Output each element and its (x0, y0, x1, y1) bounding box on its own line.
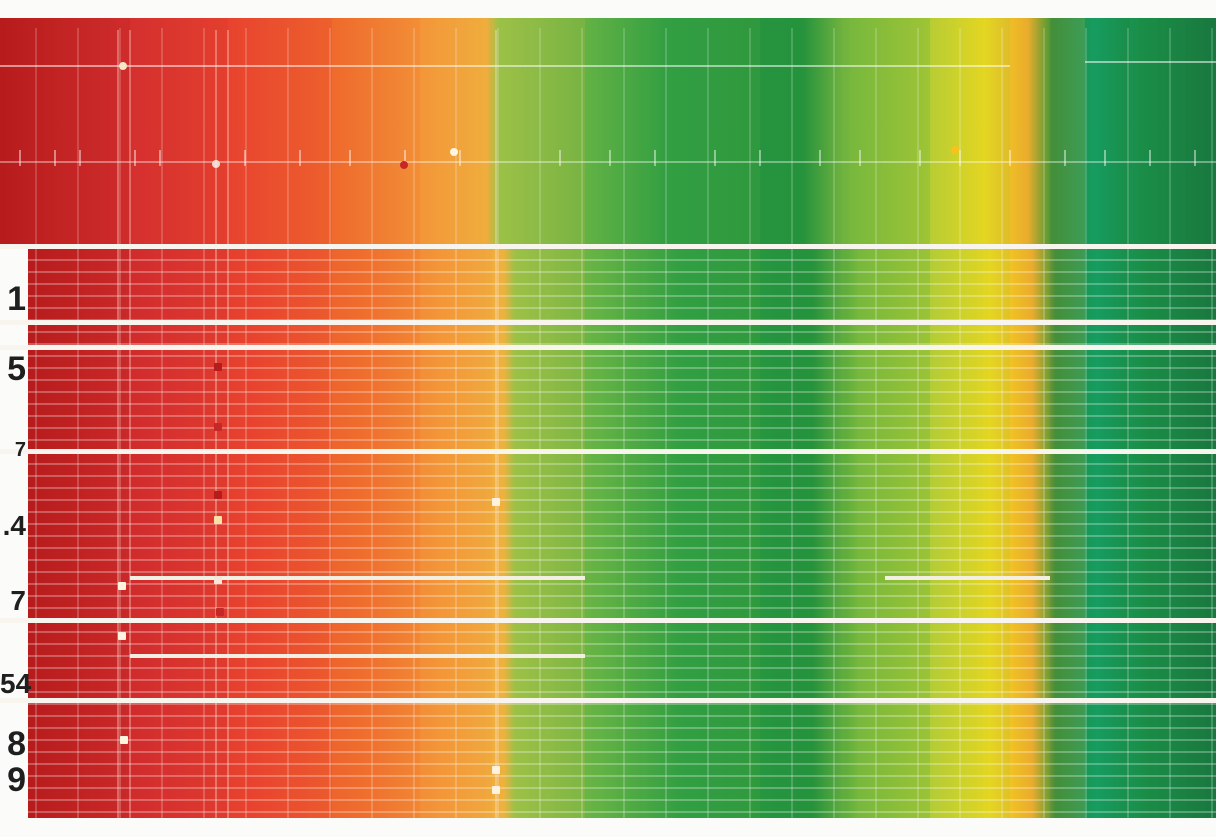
heat-cell-column (930, 248, 1010, 818)
row-separator-partial (130, 576, 585, 580)
heat-cell-column (585, 248, 760, 818)
data-marker (214, 363, 222, 371)
top-margin (0, 0, 1216, 18)
heat-cell-column-top (492, 18, 585, 244)
heat-cell-column-top (585, 18, 760, 244)
row-separator (0, 345, 1216, 350)
heat-cell-column-top (930, 18, 1010, 244)
data-marker (492, 766, 500, 774)
marker-dot (400, 161, 408, 169)
row-separator (0, 698, 1216, 703)
header-band (0, 18, 1216, 244)
row-separator (0, 320, 1216, 325)
row-label-4: .4 (2, 510, 26, 541)
heat-cell-column (1085, 248, 1130, 818)
heat-cell-column (1050, 248, 1085, 818)
row-separator (0, 244, 1216, 249)
row-label-8: 9 (7, 761, 26, 799)
row-separator-partial (130, 654, 585, 658)
data-marker (214, 491, 222, 499)
heat-cell-column (130, 248, 228, 818)
row-label-7: 8 (7, 725, 26, 763)
row-label-5: 7 (10, 585, 26, 616)
heat-cell-column (28, 248, 130, 818)
row-label-2: 5 (7, 350, 26, 388)
row-label-6: 54 (0, 668, 32, 699)
heat-cell-column-top (760, 18, 845, 244)
row-label-1: 1 (7, 280, 26, 318)
data-marker (214, 516, 222, 524)
heat-cell-column-top (1050, 18, 1085, 244)
heat-cell-column-top (420, 18, 492, 244)
heat-cell-column (845, 248, 930, 818)
heat-cell-column-top (845, 18, 930, 244)
heat-cell-column-top (130, 18, 228, 244)
grid-band (28, 248, 1216, 818)
data-marker (214, 423, 222, 431)
data-marker (216, 608, 224, 616)
data-marker (492, 498, 500, 506)
heat-cell-column-top (1130, 18, 1216, 244)
marker-dot (119, 62, 127, 70)
heat-cell-column (420, 248, 492, 818)
marker-dot (450, 148, 458, 156)
data-marker (118, 632, 126, 640)
heat-cell-column (332, 248, 420, 818)
heat-cell-column (1010, 248, 1050, 818)
data-marker (118, 582, 126, 590)
heat-cell-column-top (332, 18, 420, 244)
heat-cell-column (760, 248, 845, 818)
marker-dot (951, 146, 959, 154)
heat-cell-column-top (1085, 18, 1130, 244)
heat-cell-column-top (1010, 18, 1050, 244)
heat-cell-column (1130, 248, 1216, 818)
row-separator (0, 618, 1216, 623)
data-marker (492, 786, 500, 794)
heat-cell-column (228, 248, 332, 818)
data-marker (214, 576, 222, 584)
heat-cell-column-top (0, 18, 130, 244)
bottom-margin (0, 818, 1216, 832)
heat-cell-column-top (228, 18, 332, 244)
row-separator-partial (885, 576, 1050, 580)
row-separator (0, 449, 1216, 454)
heat-cell-column (492, 248, 585, 818)
data-marker (120, 736, 128, 744)
row-label-3: 7 (14, 439, 26, 461)
